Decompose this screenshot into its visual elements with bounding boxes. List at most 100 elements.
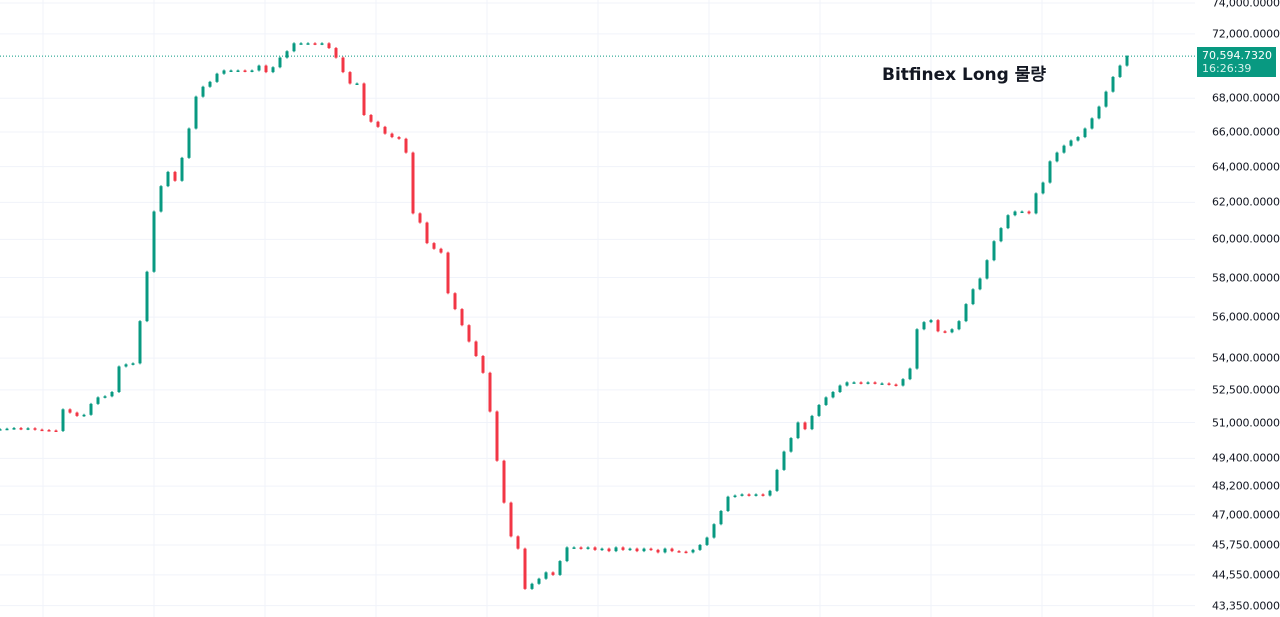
y-tick-label: 60,000.0000 xyxy=(1212,232,1280,246)
candle xyxy=(1027,211,1031,214)
candle xyxy=(621,547,625,550)
candle xyxy=(789,438,793,452)
candle xyxy=(929,320,933,323)
candle xyxy=(908,368,912,380)
candle xyxy=(481,356,485,373)
candle xyxy=(201,86,205,97)
candle xyxy=(495,411,499,461)
y-tick-label: 52,500.0000 xyxy=(1212,383,1280,397)
candle xyxy=(936,320,940,332)
candle xyxy=(446,252,450,294)
candle xyxy=(474,341,478,357)
candle xyxy=(292,43,296,52)
candle xyxy=(1090,118,1094,129)
candle xyxy=(390,133,394,138)
y-tick-label: 64,000.0000 xyxy=(1212,160,1280,174)
candle xyxy=(1083,128,1087,138)
candle xyxy=(866,382,870,384)
candle xyxy=(152,211,156,272)
candle xyxy=(117,366,121,392)
candle xyxy=(1041,182,1045,194)
candle xyxy=(187,128,191,158)
candle xyxy=(523,548,527,589)
candle xyxy=(278,57,282,68)
candle xyxy=(880,383,884,385)
candle xyxy=(145,271,149,322)
candle xyxy=(131,363,135,365)
candle xyxy=(68,409,72,413)
candle xyxy=(600,548,604,551)
candle xyxy=(887,383,891,385)
candle xyxy=(775,469,779,491)
candle xyxy=(551,572,555,575)
candle xyxy=(1034,193,1038,214)
candle xyxy=(544,572,548,579)
candle xyxy=(306,43,310,45)
candle xyxy=(635,548,639,552)
candle xyxy=(208,81,212,87)
candle xyxy=(0,429,2,431)
candle xyxy=(971,289,975,305)
candle xyxy=(257,65,261,71)
candle xyxy=(159,186,163,212)
y-tick-label: 44,550.0000 xyxy=(1212,568,1280,582)
candle xyxy=(1006,215,1010,229)
y-tick-label: 48,200.0000 xyxy=(1212,479,1280,493)
candle xyxy=(579,547,583,549)
candle xyxy=(915,329,919,369)
candle xyxy=(439,248,443,253)
y-tick-label: 62,000.0000 xyxy=(1212,195,1280,209)
last-price-time: 16:26:39 xyxy=(1202,62,1252,75)
candle xyxy=(47,430,51,432)
candle xyxy=(215,73,219,82)
y-tick-label: 47,000.0000 xyxy=(1212,508,1280,522)
candle xyxy=(299,43,303,45)
candle xyxy=(684,551,688,554)
candle xyxy=(103,396,107,398)
candle xyxy=(1125,56,1129,66)
candle xyxy=(1069,140,1073,146)
candle xyxy=(362,83,366,115)
candle xyxy=(453,293,457,310)
candle xyxy=(1118,65,1122,77)
candle xyxy=(502,460,506,503)
candle xyxy=(467,325,471,342)
candle xyxy=(320,43,324,45)
candle xyxy=(26,428,30,430)
candle xyxy=(488,372,492,412)
y-tick-label: 74,000.0000 xyxy=(1212,0,1280,10)
y-tick-label: 56,000.0000 xyxy=(1212,310,1280,324)
y-tick-label: 43,350.0000 xyxy=(1212,599,1280,613)
candle xyxy=(992,241,996,261)
candle xyxy=(229,70,233,72)
candle xyxy=(985,260,989,279)
candle xyxy=(894,384,898,386)
candle xyxy=(831,391,835,398)
candle xyxy=(803,422,807,430)
candle xyxy=(642,548,646,552)
candle xyxy=(271,67,275,73)
candle xyxy=(999,228,1003,242)
candle xyxy=(1062,145,1066,153)
candle xyxy=(530,583,534,589)
candle xyxy=(75,412,79,416)
candle xyxy=(243,70,247,72)
candle xyxy=(194,96,198,129)
candle xyxy=(698,544,702,550)
candle xyxy=(348,72,352,84)
candle xyxy=(264,65,268,73)
candle xyxy=(691,549,695,553)
candle xyxy=(1048,161,1052,183)
candle xyxy=(180,157,184,181)
candle xyxy=(124,364,128,367)
candle xyxy=(173,171,177,181)
candle xyxy=(82,414,86,417)
candle xyxy=(796,422,800,439)
candle xyxy=(1055,152,1059,162)
candle xyxy=(824,397,828,405)
candle xyxy=(96,397,100,404)
candle xyxy=(19,428,23,430)
candle xyxy=(705,537,709,545)
candle xyxy=(313,43,317,45)
